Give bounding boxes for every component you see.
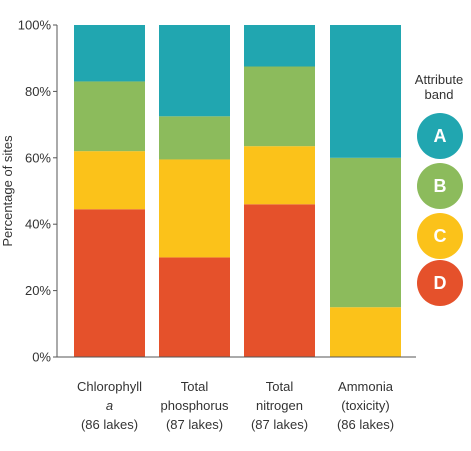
legend-label-b: B bbox=[433, 175, 447, 196]
bar-segment-d-2 bbox=[244, 204, 315, 357]
x-category-label-3-line-0: Ammonia bbox=[338, 379, 394, 394]
x-category-label-1-line-0: Total bbox=[181, 379, 209, 394]
y-axis-title: Percentage of sites bbox=[0, 135, 15, 247]
legend-item-d: D bbox=[417, 260, 463, 306]
legend-title-line-2: band bbox=[424, 87, 454, 102]
y-tick-label-5: 100% bbox=[18, 18, 52, 33]
x-category-label-0-line-1: a bbox=[106, 398, 113, 413]
bar-segment-b-3 bbox=[330, 157, 401, 308]
legend-title: Attribute band bbox=[402, 72, 471, 102]
x-category-label-1-line-2: (87 lakes) bbox=[166, 417, 223, 432]
legend-item-c: C bbox=[417, 213, 463, 259]
y-tick-label-1: 20% bbox=[25, 283, 51, 298]
x-category-label-3-line-2: (86 lakes) bbox=[337, 417, 394, 432]
legend-label-d: D bbox=[433, 272, 447, 293]
x-category-label-1-line-1: phosphorus bbox=[161, 398, 229, 413]
bar-segment-a-0 bbox=[74, 25, 145, 82]
bar-segment-b-1 bbox=[159, 116, 230, 160]
y-tick-label-2: 40% bbox=[25, 217, 51, 232]
legend-item-a: A bbox=[417, 113, 463, 159]
x-category-label-3-line-1: (toxicity) bbox=[341, 398, 389, 413]
bar-segment-a-2 bbox=[244, 25, 315, 67]
legend-label-c: C bbox=[433, 225, 447, 246]
y-tick-label-4: 80% bbox=[25, 84, 51, 99]
legend-label-a: A bbox=[433, 125, 447, 146]
bar-segment-b-2 bbox=[244, 66, 315, 147]
y-tick-label-3: 60% bbox=[25, 150, 51, 165]
x-category-label-0-line-0: Chlorophyll bbox=[77, 379, 142, 394]
bar-segment-a-1 bbox=[159, 25, 230, 117]
bar-segment-a-3 bbox=[330, 25, 401, 158]
bar-segment-d-0 bbox=[74, 209, 145, 357]
bar-segment-c-2 bbox=[244, 146, 315, 205]
bar-segment-c-0 bbox=[74, 151, 145, 210]
bar-segment-c-1 bbox=[159, 159, 230, 258]
legend-title-line-1: Attribute bbox=[414, 72, 464, 87]
x-category-label-2-line-0: Total bbox=[266, 379, 294, 394]
bar-segment-b-0 bbox=[74, 81, 145, 152]
x-category-label-0-line-2: (86 lakes) bbox=[81, 417, 138, 432]
bar-segment-c-3 bbox=[330, 307, 401, 357]
bar-segment-d-1 bbox=[159, 257, 230, 357]
legend-item-b: B bbox=[417, 163, 463, 209]
x-category-label-2-line-2: (87 lakes) bbox=[251, 417, 308, 432]
x-category-label-2-line-1: nitrogen bbox=[256, 398, 303, 413]
y-tick-label-0: 0% bbox=[32, 350, 51, 365]
